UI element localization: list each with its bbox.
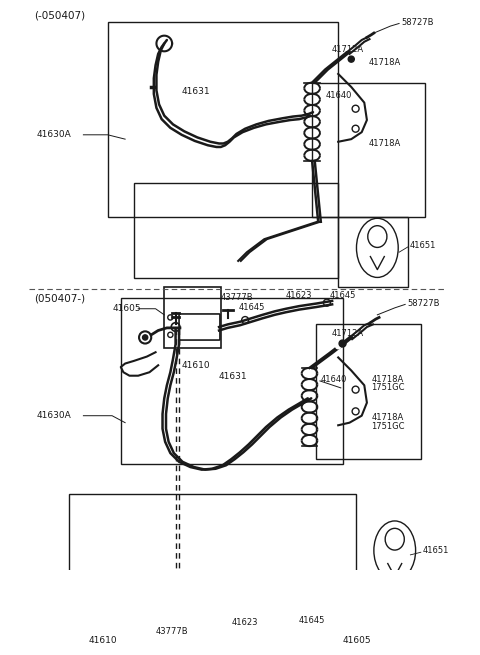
Text: 41640: 41640 — [325, 91, 351, 100]
Polygon shape — [371, 257, 384, 270]
Text: 41623: 41623 — [231, 618, 258, 627]
Text: 43777B: 43777B — [221, 293, 253, 302]
Text: 41718A: 41718A — [369, 58, 401, 67]
FancyBboxPatch shape — [179, 314, 220, 340]
Circle shape — [343, 60, 348, 66]
Text: 41631: 41631 — [181, 87, 210, 96]
Text: 41645: 41645 — [329, 291, 356, 300]
Text: 1751GC: 1751GC — [371, 383, 405, 392]
Bar — [86, 611, 156, 655]
Text: 58727B: 58727B — [402, 18, 434, 27]
Text: 58727B: 58727B — [408, 299, 440, 308]
Text: 41718A: 41718A — [369, 139, 401, 148]
Circle shape — [348, 56, 354, 62]
Bar — [338, 217, 408, 287]
Bar — [108, 22, 338, 217]
Bar — [312, 83, 425, 217]
Text: 43777B: 43777B — [156, 627, 188, 636]
Text: 41605: 41605 — [343, 635, 371, 645]
Bar — [316, 324, 421, 459]
Text: 41645: 41645 — [299, 616, 325, 625]
Bar — [164, 287, 221, 348]
FancyBboxPatch shape — [101, 639, 150, 655]
Text: 41631: 41631 — [219, 372, 248, 381]
Bar — [134, 183, 338, 278]
Text: 41640: 41640 — [321, 375, 347, 384]
Text: 41610: 41610 — [181, 361, 210, 370]
Text: 41651: 41651 — [422, 546, 449, 555]
Ellipse shape — [374, 521, 416, 580]
Text: 41718A: 41718A — [371, 375, 404, 384]
Circle shape — [339, 340, 346, 347]
Text: 1751GC: 1751GC — [371, 422, 405, 430]
Text: 41651: 41651 — [409, 241, 436, 250]
Polygon shape — [388, 563, 402, 576]
Text: 41630A: 41630A — [36, 411, 71, 421]
Text: 41712A: 41712A — [332, 45, 364, 54]
Text: (-050407): (-050407) — [34, 10, 85, 20]
Bar — [121, 298, 343, 464]
Text: 41610: 41610 — [89, 635, 117, 645]
Circle shape — [143, 335, 148, 340]
Text: (050407-): (050407-) — [34, 294, 85, 304]
Text: 41605: 41605 — [112, 304, 141, 313]
Text: 41718A: 41718A — [371, 413, 404, 422]
Text: 41712A: 41712A — [332, 329, 364, 337]
Bar — [69, 494, 356, 629]
Ellipse shape — [357, 218, 398, 278]
Text: 41623: 41623 — [286, 291, 312, 300]
Text: 41630A: 41630A — [36, 130, 71, 140]
Circle shape — [336, 343, 341, 348]
Text: 41645: 41645 — [238, 303, 264, 312]
